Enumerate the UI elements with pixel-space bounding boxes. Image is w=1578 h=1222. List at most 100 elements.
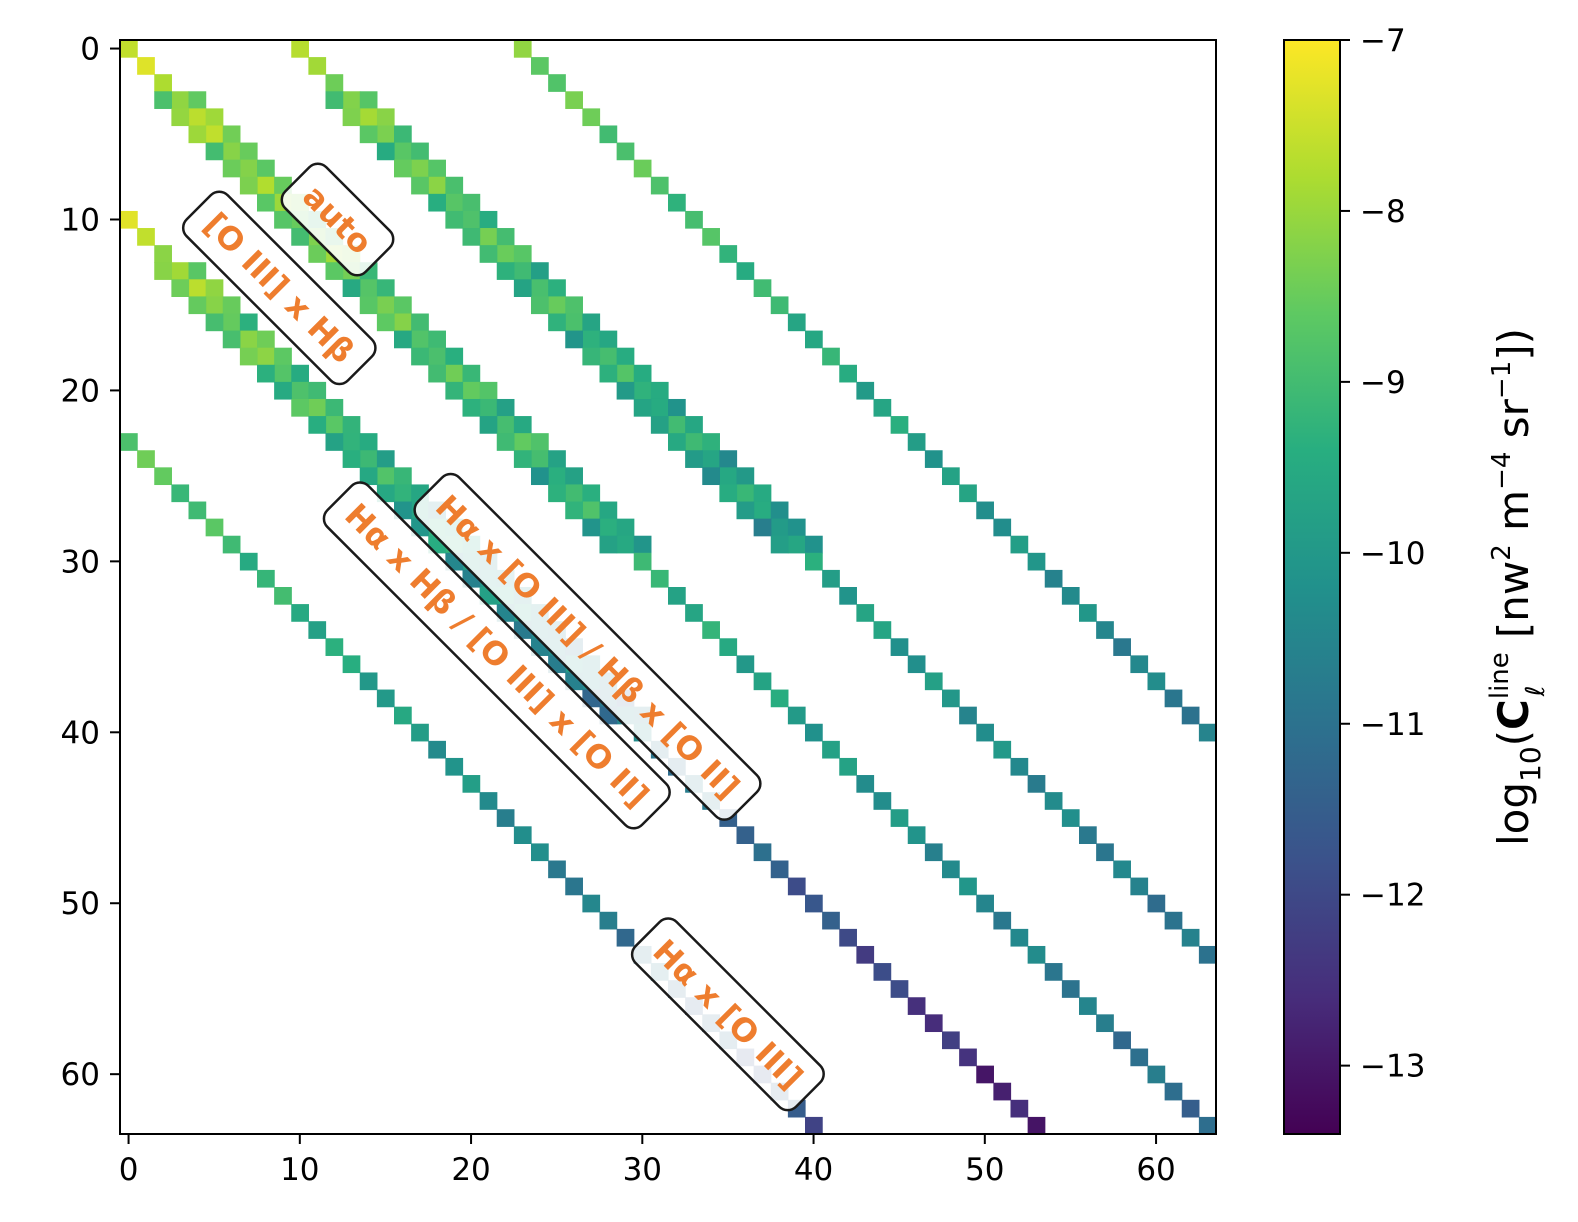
heatmap-cell [342,91,361,109]
heatmap-cell [856,381,875,400]
heatmap-cell [274,364,292,383]
heatmap-cell [1079,826,1097,844]
heatmap-cell [205,125,224,144]
heatmap-cell [873,963,892,981]
heatmap-cell [171,279,190,297]
heatmap-cell [154,245,172,263]
heatmap-cell [308,416,327,434]
heatmap-cell [359,467,378,486]
heatmap-cell [822,911,840,930]
heatmap-cell [1061,809,1080,827]
heatmap-cell [736,262,755,280]
heatmap-cell [291,40,309,58]
heatmap-cell [205,279,224,297]
heatmap-cell [496,228,515,246]
colorbar [1283,39,1341,1135]
heatmap-cell [633,535,652,554]
heatmap-cell [394,484,412,503]
heatmap-cell [805,552,823,571]
heatmap-cell [599,535,618,554]
x-tick-label: 0 [119,1152,139,1188]
heatmap-cell [479,381,498,400]
heatmap-cell [188,279,207,297]
heatmap-cell [496,398,515,417]
heatmap-cell [1181,1099,1200,1118]
heatmap-cell [445,757,464,776]
annotation-box [280,162,395,277]
heatmap-cell [1079,997,1097,1015]
heatmap-cell [942,1031,960,1050]
heatmap-cell [1198,723,1216,742]
heatmap-cell [394,467,412,486]
heatmap-cell [428,364,446,383]
heatmap-cell [222,313,241,332]
heatmap-cell [753,501,772,520]
heatmap-cell [1027,945,1046,964]
heatmap-cell [1044,569,1063,588]
heatmap-cell [822,569,840,588]
heatmap-cell [359,125,378,144]
heatmap-cell [445,347,464,366]
y-tick-label: 10 [61,202,100,238]
heatmap-cell [1027,775,1046,793]
heatmap-cell [1096,621,1114,639]
heatmap-cell [239,313,258,332]
heatmap-cell [496,433,515,451]
heatmap-cell [342,433,361,451]
heatmap-cell [325,416,344,434]
heatmap-cell [993,518,1012,537]
heatmap-cell [890,638,909,656]
heatmap-cell [976,723,994,742]
heatmap-cell [325,91,344,109]
heatmap-cell [1198,1116,1216,1134]
heatmap-cell [942,860,960,879]
heatmap-cell [376,125,395,144]
heatmap-cell [428,193,446,212]
heatmap-cell [753,484,772,503]
heatmap-cell [154,262,172,280]
heatmap-cell [274,347,292,366]
heatmap-cell [976,894,994,913]
heatmap-cell [668,433,686,451]
heatmap-cell [685,450,703,468]
heatmap-cell [1147,672,1166,691]
heatmap-cell [565,877,583,896]
heatmap-cell [633,398,652,417]
annotation-box [413,472,762,821]
heatmap-cell [839,757,857,776]
heatmap-cell [188,262,207,280]
heatmap-cell [274,381,292,400]
heatmap-cell [428,176,446,195]
heatmap-cell [548,467,566,486]
heatmap-cell [1147,1065,1166,1084]
heatmap-cell [342,416,361,434]
heatmap-cell [359,296,378,315]
heatmap-cell [462,364,481,383]
heatmap-cell [1044,963,1063,981]
heatmap-cell [205,518,224,537]
heatmap-cell [685,433,703,451]
heatmap-cell [650,176,669,195]
heatmap-cell [291,381,309,400]
heatmap-cell [1044,792,1063,810]
heatmap-cell [239,330,258,349]
colorbar-tick-label: −8 [1360,194,1406,230]
colorbar-tick-label: −11 [1360,707,1425,743]
heatmap-cell [479,792,498,810]
heatmap-cell [599,330,618,349]
heatmap-cell [582,330,601,349]
heatmap-cell [787,518,806,537]
heatmap-cell [479,245,498,263]
heatmap-cell [959,1048,977,1067]
heatmap-cell [548,860,566,879]
heatmap-cell [222,296,241,315]
heatmap-cell [257,193,275,212]
heatmap-cell [839,928,857,947]
heatmap-cell [1079,604,1097,622]
heatmap-cell [479,210,498,229]
heatmap-cell [531,467,549,486]
heatmap-cell [462,775,481,793]
heatmap-cell [582,313,601,332]
heatmap-cell [462,381,481,400]
heatmap-cell [924,1014,943,1033]
